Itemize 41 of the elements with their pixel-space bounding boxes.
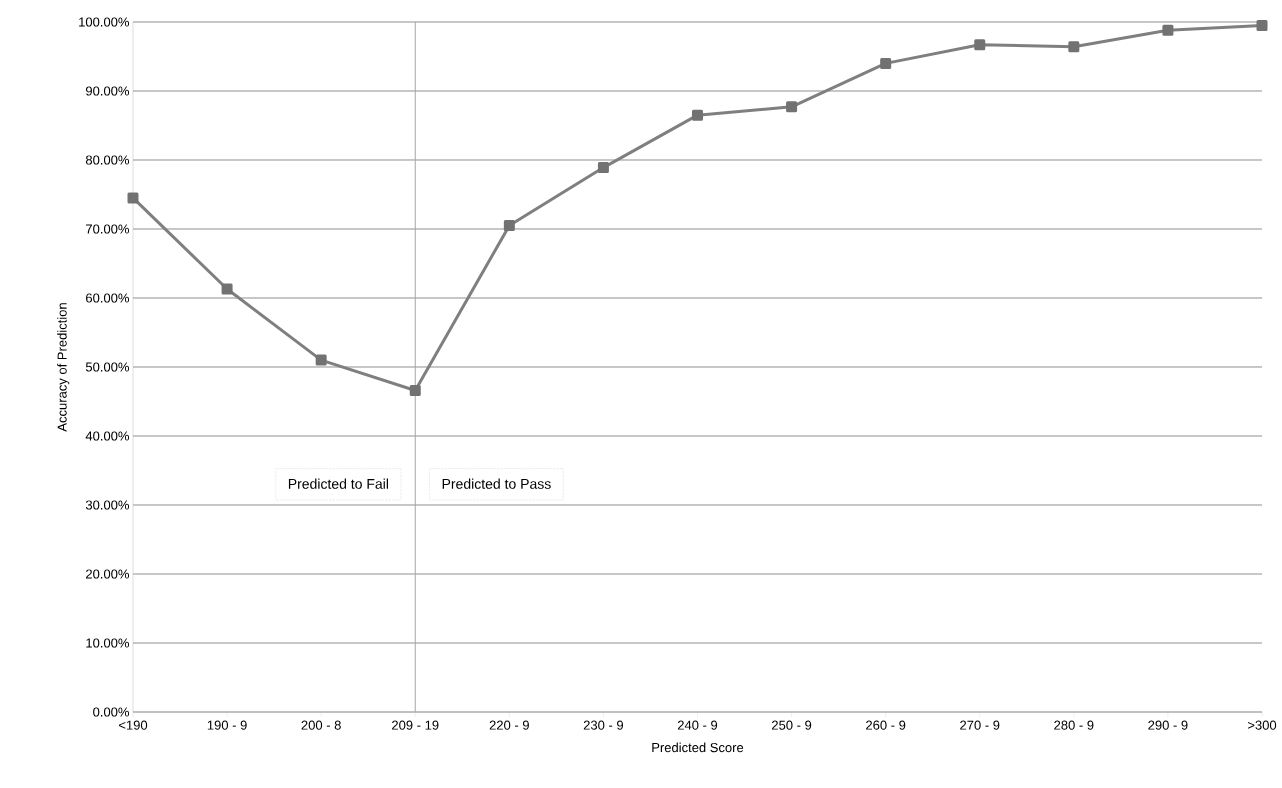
point [409, 384, 421, 396]
y-tick-label: 70.00% [86, 224, 130, 234]
point [315, 354, 327, 366]
y-tick-label: 80.00% [85, 155, 130, 165]
x-tick-label: 270 - 9 [960, 720, 1000, 730]
point [1162, 24, 1174, 36]
point [597, 162, 609, 174]
y-tick-label: 90.00% [85, 86, 130, 96]
x-tick-label: 250 - 9 [772, 720, 812, 730]
y-tick-label: 50.00% [85, 362, 130, 372]
point [692, 109, 703, 121]
point [1068, 41, 1080, 53]
x-axis-title: Predicted Score [652, 742, 744, 753]
x-tick-label: 190 - 9 [207, 720, 247, 730]
x-tick-label: >300 [1248, 720, 1277, 730]
point [974, 39, 986, 51]
y-tick-label: 100.00% [79, 17, 130, 27]
y-axis-title: Accuracy of Prediction [57, 303, 70, 432]
annotation: Predicted to Pass [442, 478, 551, 489]
y-tick-label: 30.00% [85, 500, 130, 510]
point [503, 220, 515, 232]
point [221, 283, 233, 295]
y-tick-label: 40.00% [85, 431, 130, 441]
annotation: Predicted to Fail [288, 478, 388, 489]
x-tick-label: 209 - 19 [392, 720, 439, 730]
y-tick-label: 0.00% [93, 707, 130, 717]
x-tick-label: 220 - 9 [489, 720, 529, 730]
x-tick-label: 200 - 8 [301, 720, 341, 730]
x-tick-label: 260 - 9 [866, 720, 906, 730]
x-tick-label: 240 - 9 [677, 720, 718, 730]
y-tick-label: 20.00% [86, 569, 130, 579]
point [880, 57, 892, 69]
x-tick-label: 290 - 9 [1148, 720, 1188, 730]
x-tick-label: <190 [119, 720, 148, 730]
x-tick-label: 280 - 9 [1054, 720, 1094, 730]
point [786, 101, 798, 113]
point [1256, 19, 1268, 31]
y-tick-label: 60.00% [86, 293, 130, 303]
y-tick-label: 10.00% [86, 638, 130, 648]
point [127, 192, 139, 204]
x-tick-label: 230 - 9 [583, 720, 624, 730]
